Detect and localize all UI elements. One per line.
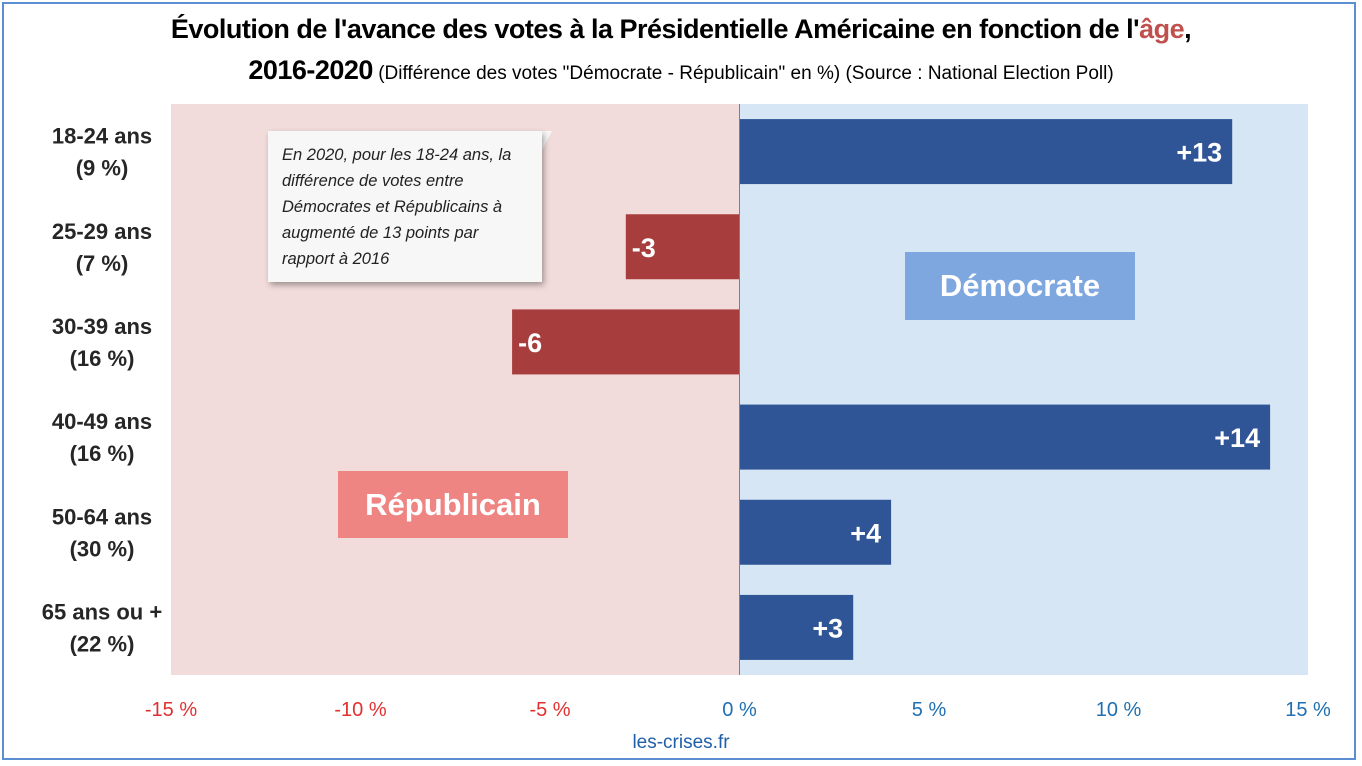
category-label: 18-24 ans [52,124,152,149]
category-label: 30-39 ans [52,314,152,339]
title-accent: âge [1139,14,1185,44]
bar-0 [739,119,1233,185]
x-tick-label: -15 % [145,699,197,721]
chart-title: Évolution de l'avance des votes à la Pré… [0,14,1362,45]
category-label: (16 %) [70,346,135,371]
category-label: (16 %) [70,441,135,466]
bar-value-label: +3 [812,613,843,643]
subtitle-description: (Différence des votes "Démocrate - Répub… [372,63,1114,84]
x-tick-label: 15 % [1285,699,1331,721]
bar-1 [625,214,740,280]
bar-value-label: +13 [1176,138,1222,168]
bar-2 [512,309,740,375]
bar-value-label: +14 [1214,423,1260,453]
positive-zone [739,104,1308,675]
x-tick-label: -10 % [334,699,386,721]
category-label: (7 %) [76,251,129,276]
chart-subtitle: 2016-2020 (Différence des votes "Démocra… [0,55,1362,86]
x-tick-label: 0 % [722,699,757,721]
category-label: (9 %) [76,156,129,181]
x-tick-label: -5 % [529,699,570,721]
category-label: 25-29 ans [52,219,152,244]
bar-value-label: +4 [850,518,881,548]
category-label: 40-49 ans [52,409,152,434]
x-tick-label: 10 % [1096,699,1142,721]
x-tick-label: 5 % [912,699,947,721]
category-label: (30 %) [70,536,135,561]
category-label: 65 ans ou + [42,599,162,624]
title-end: , [1184,14,1192,44]
republican-label: Républicain [338,471,568,538]
bar-value-label: -3 [632,233,656,263]
bar-3 [739,404,1271,470]
title-main: Évolution de l'avance des votes à la Pré… [170,14,1140,44]
source-footer: les-crises.fr [632,732,730,753]
democrat-label: Démocrate [905,252,1135,320]
bar-5 [739,594,854,660]
category-label: 50-64 ans [52,504,152,529]
subtitle-year: 2016-2020 [248,55,373,85]
bar-4 [739,499,892,565]
bar-value-label: -6 [518,328,542,358]
category-label: (22 %) [70,631,135,656]
annotation-callout: En 2020, pour les 18-24 ans, la différen… [268,131,542,282]
